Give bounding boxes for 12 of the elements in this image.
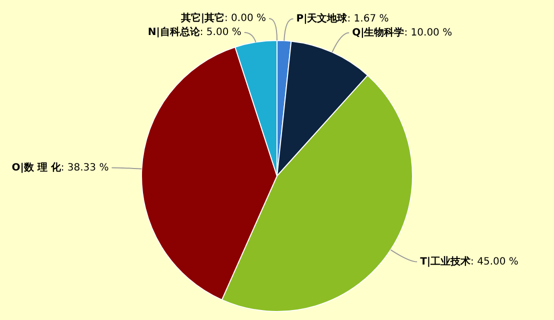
data-label: : 10.00 % (404, 27, 452, 38)
data-label: : 1.67 % (347, 13, 389, 24)
slice-label: P|天文地球 (296, 12, 348, 24)
slice-label: O|数 理 化 (12, 161, 62, 174)
data-label: : 38.33 % (60, 162, 109, 174)
data-label: : 45.00 % (470, 256, 518, 268)
data-label: : 5.00 % (200, 27, 242, 38)
slice-label: Q|生物科学 (352, 26, 404, 38)
slice-label: T|工业技术 (420, 255, 472, 268)
text: : 0.00 % (224, 13, 266, 24)
slice-label: N|自科总论 (148, 26, 201, 38)
category-label: 其它|其它 (180, 13, 225, 24)
